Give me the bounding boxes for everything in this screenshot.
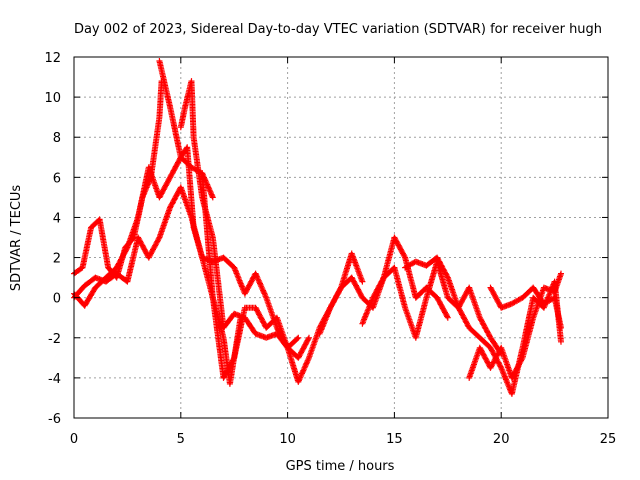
satellite-track-8 (359, 258, 505, 357)
axis-ticks: 0 5 10 15 20 25 -6 -4 -2 0 2 4 6 8 10 12 (44, 51, 616, 447)
x-tick-label: 25 (600, 432, 617, 447)
satellite-track-11 (487, 284, 564, 331)
x-tick-label: 10 (279, 432, 296, 447)
y-tick-label: 0 (53, 292, 61, 307)
plot-frame (73, 56, 609, 419)
y-tick-label: 6 (53, 171, 61, 186)
x-axis-label: GPS time / hours (286, 459, 395, 474)
y-tick-label: -6 (48, 412, 61, 427)
y-tick-label: 12 (44, 51, 61, 66)
y-tick-label: 8 (53, 131, 61, 146)
data-point-markers (487, 284, 564, 331)
x-tick-label: 20 (493, 432, 510, 447)
y-tick-label: 10 (44, 91, 61, 106)
data-point-markers (466, 270, 564, 381)
satellite-track-10 (466, 270, 564, 381)
x-tick-label: 0 (70, 432, 78, 447)
grid-lines (74, 57, 608, 418)
data-point-markers (359, 258, 505, 357)
y-tick-label: -2 (48, 332, 61, 347)
y-axis-label: SDTVAR / TECUs (9, 185, 24, 292)
y-tick-label: 4 (53, 211, 61, 226)
x-tick-label: 5 (177, 432, 185, 447)
y-tick-label: -4 (48, 372, 61, 387)
x-tick-label: 15 (386, 432, 403, 447)
chart-title: Day 002 of 2023, Sidereal Day-to-day VTE… (74, 22, 602, 37)
y-tick-label: 2 (53, 252, 61, 267)
